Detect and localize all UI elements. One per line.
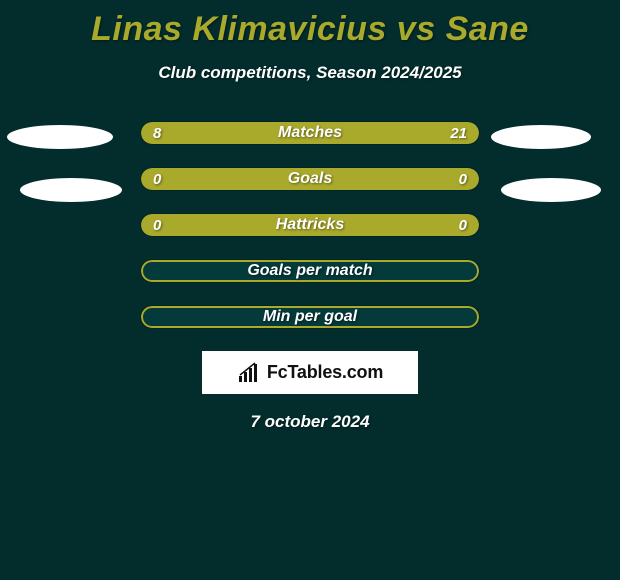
stat-bar-label: Goals per match	[141, 260, 479, 282]
stat-bars: 821Matches 00Goals 00Hattricks Goals per ma…	[140, 121, 480, 329]
decorative-ellipse	[20, 178, 122, 202]
stat-bar-label: Hattricks	[141, 214, 479, 236]
barchart-icon	[237, 362, 261, 384]
stat-bar: 00Goals	[140, 167, 480, 191]
source-badge-text: FcTables.com	[267, 362, 383, 383]
decorative-ellipse	[7, 125, 113, 149]
stat-bar: Min per goal	[140, 305, 480, 329]
stat-bar: Goals per match	[140, 259, 480, 283]
source-badge: FcTables.com	[202, 351, 418, 394]
stat-bar-label: Min per goal	[141, 306, 479, 328]
comparison-title: Linas Klimavicius vs Sane	[0, 0, 620, 49]
stat-bar: 00Hattricks	[140, 213, 480, 237]
decorative-ellipse	[501, 178, 601, 202]
stat-bar: 821Matches	[140, 121, 480, 145]
comparison-subtitle: Club competitions, Season 2024/2025	[0, 63, 620, 83]
stat-bar-label: Goals	[141, 168, 479, 190]
snapshot-date: 7 october 2024	[0, 412, 620, 432]
decorative-ellipse	[491, 125, 591, 149]
stat-bar-label: Matches	[141, 122, 479, 144]
